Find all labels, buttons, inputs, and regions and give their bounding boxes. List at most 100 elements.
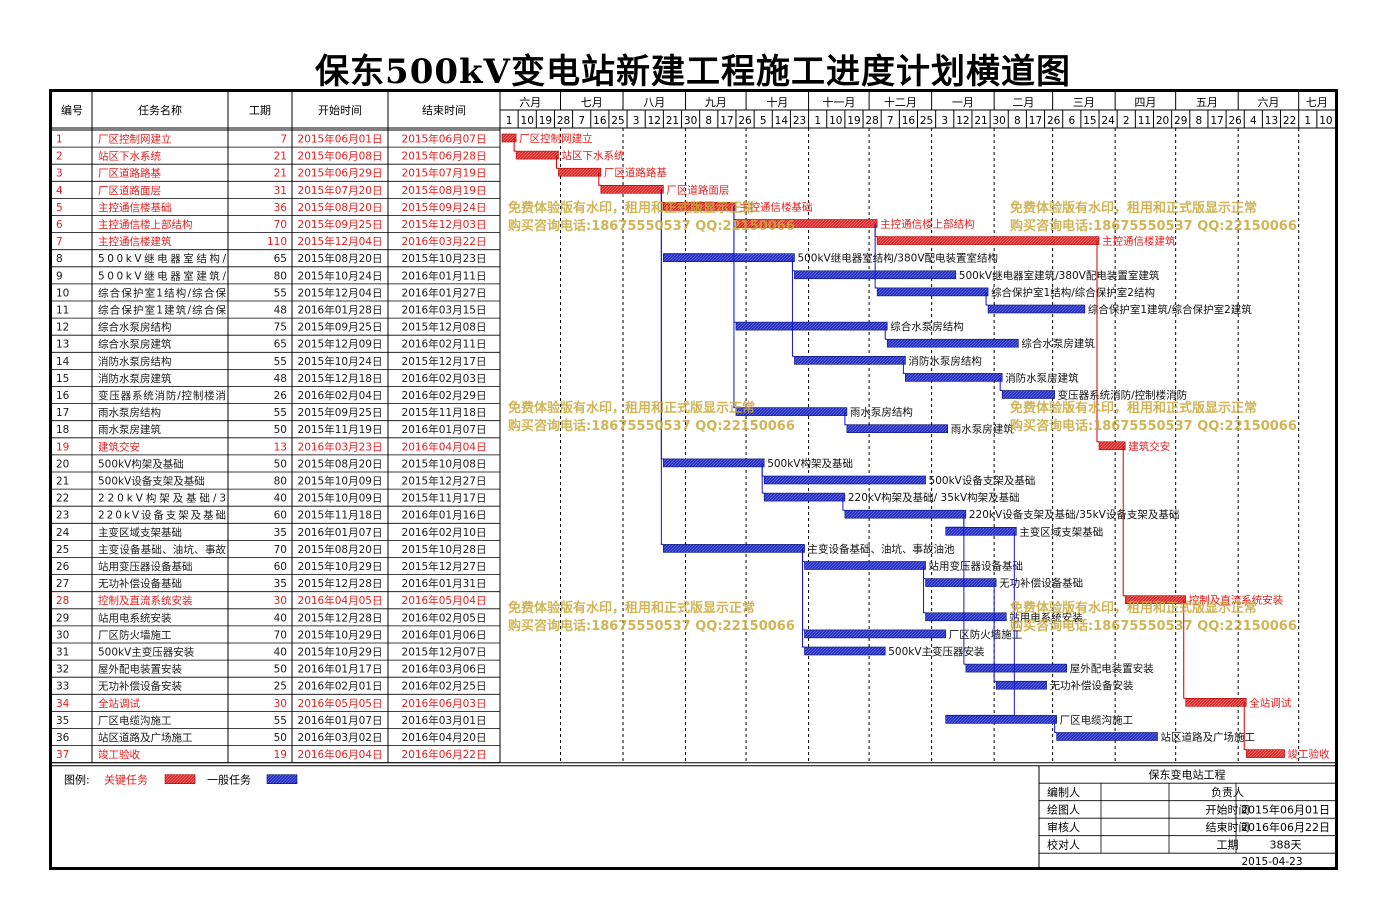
task-duration: 26 (274, 390, 288, 402)
task-end: 2015年12月07日 (402, 646, 487, 659)
task-start: 2015年11月19日 (298, 423, 383, 436)
header-dur: 工期 (249, 104, 271, 117)
day-label: 15 (1083, 115, 1096, 127)
bar-label: 站用电系统安装 (1009, 611, 1083, 624)
day-label: 10 (1319, 115, 1332, 127)
day-label: 4 (1250, 115, 1257, 127)
task-no: 2 (56, 151, 63, 163)
task-no: 9 (56, 270, 63, 282)
gantt-bar (600, 185, 664, 194)
task-no: 1 (56, 134, 63, 146)
watermark-line: 免费体验版有水印，租用和正式版显示正常 (1010, 600, 1257, 616)
day-label: 13 (1265, 115, 1278, 127)
task-start: 2015年08月20日 (298, 252, 383, 265)
gantt-bar (1185, 697, 1247, 707)
task-duration: 13 (274, 441, 287, 453)
titleblock-label: 工期 (1217, 839, 1239, 852)
task-name: 站区下水系统 (98, 150, 161, 163)
task-end: 2016年02月11日 (402, 338, 487, 351)
task-end: 2015年06月07日 (402, 133, 487, 146)
day-label: 25 (611, 115, 624, 127)
task-no: 35 (56, 715, 69, 727)
bar-label: 站区道路及广场施工 (1160, 731, 1255, 744)
gantt-bar (925, 612, 1007, 622)
task-duration: 30 (274, 698, 287, 710)
task-start: 2015年12月04日 (298, 286, 383, 299)
task-duration: 40 (274, 612, 287, 624)
task-start: 2015年10月24日 (298, 355, 383, 368)
dependency-link (802, 548, 805, 648)
task-duration: 80 (274, 270, 287, 282)
bar-label: 建筑交安 (1128, 440, 1170, 453)
task-end: 2016年02月03日 (402, 372, 487, 385)
task-no: 19 (56, 441, 69, 453)
day-label: 7 (578, 115, 585, 127)
gantt-bar (905, 373, 1003, 382)
day-label: 16 (593, 115, 607, 127)
dependency-link (513, 138, 517, 152)
dependency-link (842, 497, 845, 511)
task-end: 2015年11月17日 (402, 492, 487, 505)
task-duration: 21 (274, 168, 287, 180)
day-label: 21 (974, 115, 987, 127)
task-name: 无功补偿设备基础 (98, 577, 182, 590)
bar-label: 500kV继电器室建筑/380V配电装置室建筑 (959, 269, 1160, 282)
task-name: 500kV构架及基础 (98, 457, 184, 470)
titleblock-value: 2015年06月01日 (1241, 803, 1330, 817)
task-end: 2015年10月08日 (402, 457, 487, 470)
task-end: 2015年12月27日 (402, 560, 487, 573)
gantt-bar (515, 150, 559, 160)
task-duration: 31 (274, 185, 287, 197)
task-name: 主控通信楼建筑 (98, 235, 172, 248)
titleblock-label: 开始时间 (1206, 803, 1250, 817)
day-label: 8 (1196, 115, 1203, 127)
day-label: 30 (684, 115, 697, 127)
gantt-bar (1124, 595, 1187, 605)
bar-label: 竣工验收 (1288, 748, 1330, 761)
day-label: 3 (633, 115, 640, 127)
day-label: 10 (829, 115, 842, 127)
task-duration: 55 (274, 356, 287, 368)
gantt-bar (735, 219, 878, 228)
task-start: 2015年10月09日 (298, 492, 383, 505)
bar-label: 综合水泵房结构 (890, 320, 964, 333)
day-label: 1 (814, 115, 821, 127)
bar-label: 500kV主变压器安装 (888, 645, 985, 658)
titleblock-date: 2015-04-23 (1241, 856, 1302, 867)
task-duration: 60 (274, 510, 287, 522)
bar-label: 控制及直流系统安装 (1189, 594, 1284, 607)
task-no: 8 (56, 253, 63, 265)
task-name: 厂区道路面层 (98, 184, 161, 197)
day-label: 29 (1174, 115, 1187, 127)
watermark-line: 购买咨询电话:18675550537 QQ:22150066 (1010, 218, 1297, 234)
bar-label: 主控通信楼基础 (739, 200, 813, 213)
gantt-bar (663, 253, 795, 262)
day-label: 21 (666, 115, 679, 127)
header-name: 任务名称 (138, 103, 182, 117)
task-name: 雨水泵房结构 (98, 406, 161, 419)
titleblock-label: 校对人 (1047, 838, 1080, 852)
task-duration: 70 (274, 544, 287, 556)
task-end: 2016年02月10日 (402, 526, 487, 539)
bar-label: 站用变压器设备基础 (929, 560, 1024, 573)
task-start: 2015年06月08日 (298, 150, 383, 163)
task-name: 厂区防火墙施工 (98, 628, 172, 641)
task-duration: 60 (274, 561, 287, 573)
task-start: 2015年06月01日 (298, 133, 383, 146)
task-name: 主变区域支架基础 (98, 526, 182, 539)
gantt-bar (844, 509, 967, 519)
task-no: 12 (56, 322, 69, 334)
task-end: 2016年04月04日 (402, 440, 487, 453)
task-end: 2016年01月31日 (402, 577, 487, 590)
task-duration: 40 (274, 647, 287, 659)
dependency-link (761, 462, 765, 494)
month-label: 六月 (519, 96, 541, 109)
dependency-link (791, 257, 795, 357)
task-end: 2016年04月20日 (402, 731, 487, 744)
task-end: 2015年07月19日 (402, 167, 487, 180)
task-no: 20 (56, 458, 69, 470)
task-no: 27 (56, 578, 69, 590)
task-duration: 19 (274, 749, 287, 761)
task-no: 36 (56, 732, 70, 744)
